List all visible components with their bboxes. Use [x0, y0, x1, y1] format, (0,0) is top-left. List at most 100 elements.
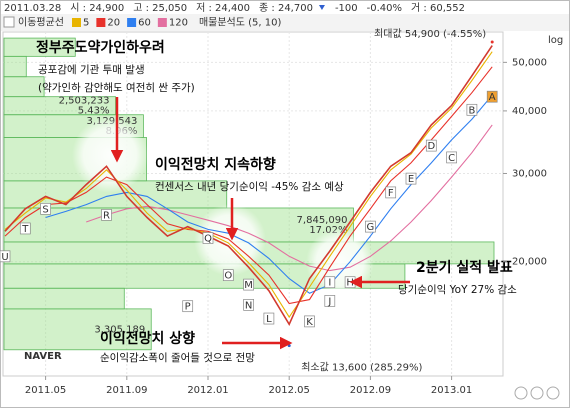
- marker-box: [385, 186, 397, 199]
- annotation-line: (약가인하 감안해도 여전히 싼 주가): [38, 81, 195, 94]
- min-label: 최소값 13,600 (285.29%): [301, 362, 422, 374]
- annotation-title: 2분기 실적 발표: [416, 259, 513, 276]
- marker-box: [446, 151, 457, 164]
- marker-box: [365, 220, 376, 233]
- marker-box: [101, 209, 112, 221]
- profile-bar: [3, 308, 152, 351]
- marker-box: [243, 278, 254, 291]
- down-icon: [318, 5, 325, 10]
- marker-label: P: [185, 302, 191, 313]
- layers: 2,503,2335.43%3,129,5438.96%7,845,09017.…: [0, 28, 517, 376]
- header-item: 저 : 24,400: [196, 2, 250, 14]
- highlight: [306, 228, 374, 296]
- marker-label: G: [367, 222, 375, 233]
- profile-volume-label: 7,845,090: [297, 215, 348, 226]
- annotation-line: 순이익감소폭이 줄어들 것으로 전망: [100, 352, 255, 364]
- profile-volume-label: 2,503,233: [59, 96, 110, 107]
- legend-swatch: [127, 18, 137, 27]
- annotation-title: 정부주도약가인하우려: [36, 39, 165, 56]
- marker-box: [243, 299, 254, 311]
- x-tick-label: 2013.01: [431, 385, 472, 396]
- annotation-title: 이익전망치 지속하향: [155, 156, 276, 173]
- legend-label: 60: [138, 18, 151, 29]
- marker-label: J: [327, 296, 331, 307]
- marker-box: [202, 232, 214, 244]
- legend-label: 120: [169, 18, 188, 29]
- profile-bar: [3, 37, 76, 57]
- min-point: [287, 344, 291, 348]
- moving-average: [86, 124, 493, 272]
- profile-bar: [3, 287, 125, 310]
- marker-box: [425, 139, 437, 152]
- y-tick-label: 40,000: [512, 106, 547, 117]
- profile-bar: [3, 55, 27, 78]
- profile-share-label: 5.43%: [78, 106, 110, 117]
- y-tick-label: 20,000: [512, 257, 547, 268]
- header-item: -0.40%: [367, 3, 402, 14]
- marker-label: D: [427, 141, 435, 152]
- profile-bar: [3, 207, 354, 243]
- legend-label: 20: [107, 18, 120, 29]
- marker-label: N: [245, 300, 252, 311]
- header-item: 시 : 24,900: [70, 2, 124, 14]
- moving-average: [4, 66, 493, 305]
- marker-box: [19, 222, 31, 235]
- zoom-in-button[interactable]: [530, 386, 544, 400]
- y-tick-label: 30,000: [512, 168, 547, 179]
- annotation-line: 당기순이익 YoY 27% 감소: [398, 284, 517, 296]
- moving-average: [4, 51, 493, 319]
- marker-label: O: [224, 271, 232, 282]
- marker-label: T: [21, 224, 29, 235]
- marker-label: R: [103, 210, 110, 221]
- profile-title: 매물분석도 (5, 10): [199, 17, 282, 29]
- scale-label: log: [548, 35, 563, 46]
- x-tick-label: 2011.09: [106, 385, 147, 396]
- marker-box: [405, 172, 417, 185]
- marker-label: M: [244, 280, 253, 291]
- marker-label: K: [306, 317, 313, 328]
- marker-box: [324, 295, 336, 307]
- annotation-line: 컨센서스 내년 당기순이익 -45% 감소 예상: [155, 180, 344, 193]
- header-item: 2011.03.28: [4, 3, 61, 14]
- max-label: 최대값 54,900 (-4.55%): [374, 28, 486, 40]
- legend-swatch: [96, 18, 106, 27]
- marker-box: [40, 202, 51, 215]
- x-tick-label: 2012.05: [269, 385, 310, 396]
- annotation-line: 공포감에 기관 투매 발생: [38, 64, 145, 76]
- marker-box: [324, 276, 336, 289]
- checkbox[interactable]: [3, 16, 15, 28]
- marker-box: [182, 300, 194, 313]
- marker-label: Q: [204, 234, 212, 245]
- header-item: 고 : 25,050: [133, 3, 187, 14]
- header-item: -100: [335, 3, 358, 14]
- marker-label: S: [42, 204, 48, 215]
- logo: NAVER: [24, 351, 62, 362]
- marker-label: I: [328, 278, 331, 289]
- reset-button[interactable]: [546, 386, 560, 400]
- marker-box: [222, 269, 234, 281]
- zoom-out-button[interactable]: [514, 386, 528, 400]
- marker-box: [0, 250, 11, 263]
- header-item: 거 : 60,552: [411, 2, 465, 14]
- moving-average: [45, 94, 493, 294]
- legend-title: 이동평균선: [18, 17, 64, 29]
- y-tick-label: 50,000: [512, 57, 547, 68]
- x-tick-label: 2012.01: [187, 385, 228, 396]
- price-line: [4, 45, 493, 327]
- header-item: 종 : 24,700: [259, 2, 313, 14]
- marker-label: F: [388, 188, 394, 199]
- marker-label: U: [1, 252, 8, 263]
- marker-label: C: [448, 153, 455, 164]
- toolbar: [1, 14, 569, 31]
- marker-box: [304, 315, 315, 328]
- marker-box: [263, 312, 275, 325]
- annotation-title: 이익전망치 상향: [100, 330, 195, 347]
- max-point: [490, 40, 494, 44]
- highlight: [72, 117, 148, 193]
- legend-swatch: [72, 18, 81, 27]
- marker-label: A: [489, 92, 496, 103]
- legend-swatch: [157, 18, 167, 27]
- marker-box: [486, 90, 498, 103]
